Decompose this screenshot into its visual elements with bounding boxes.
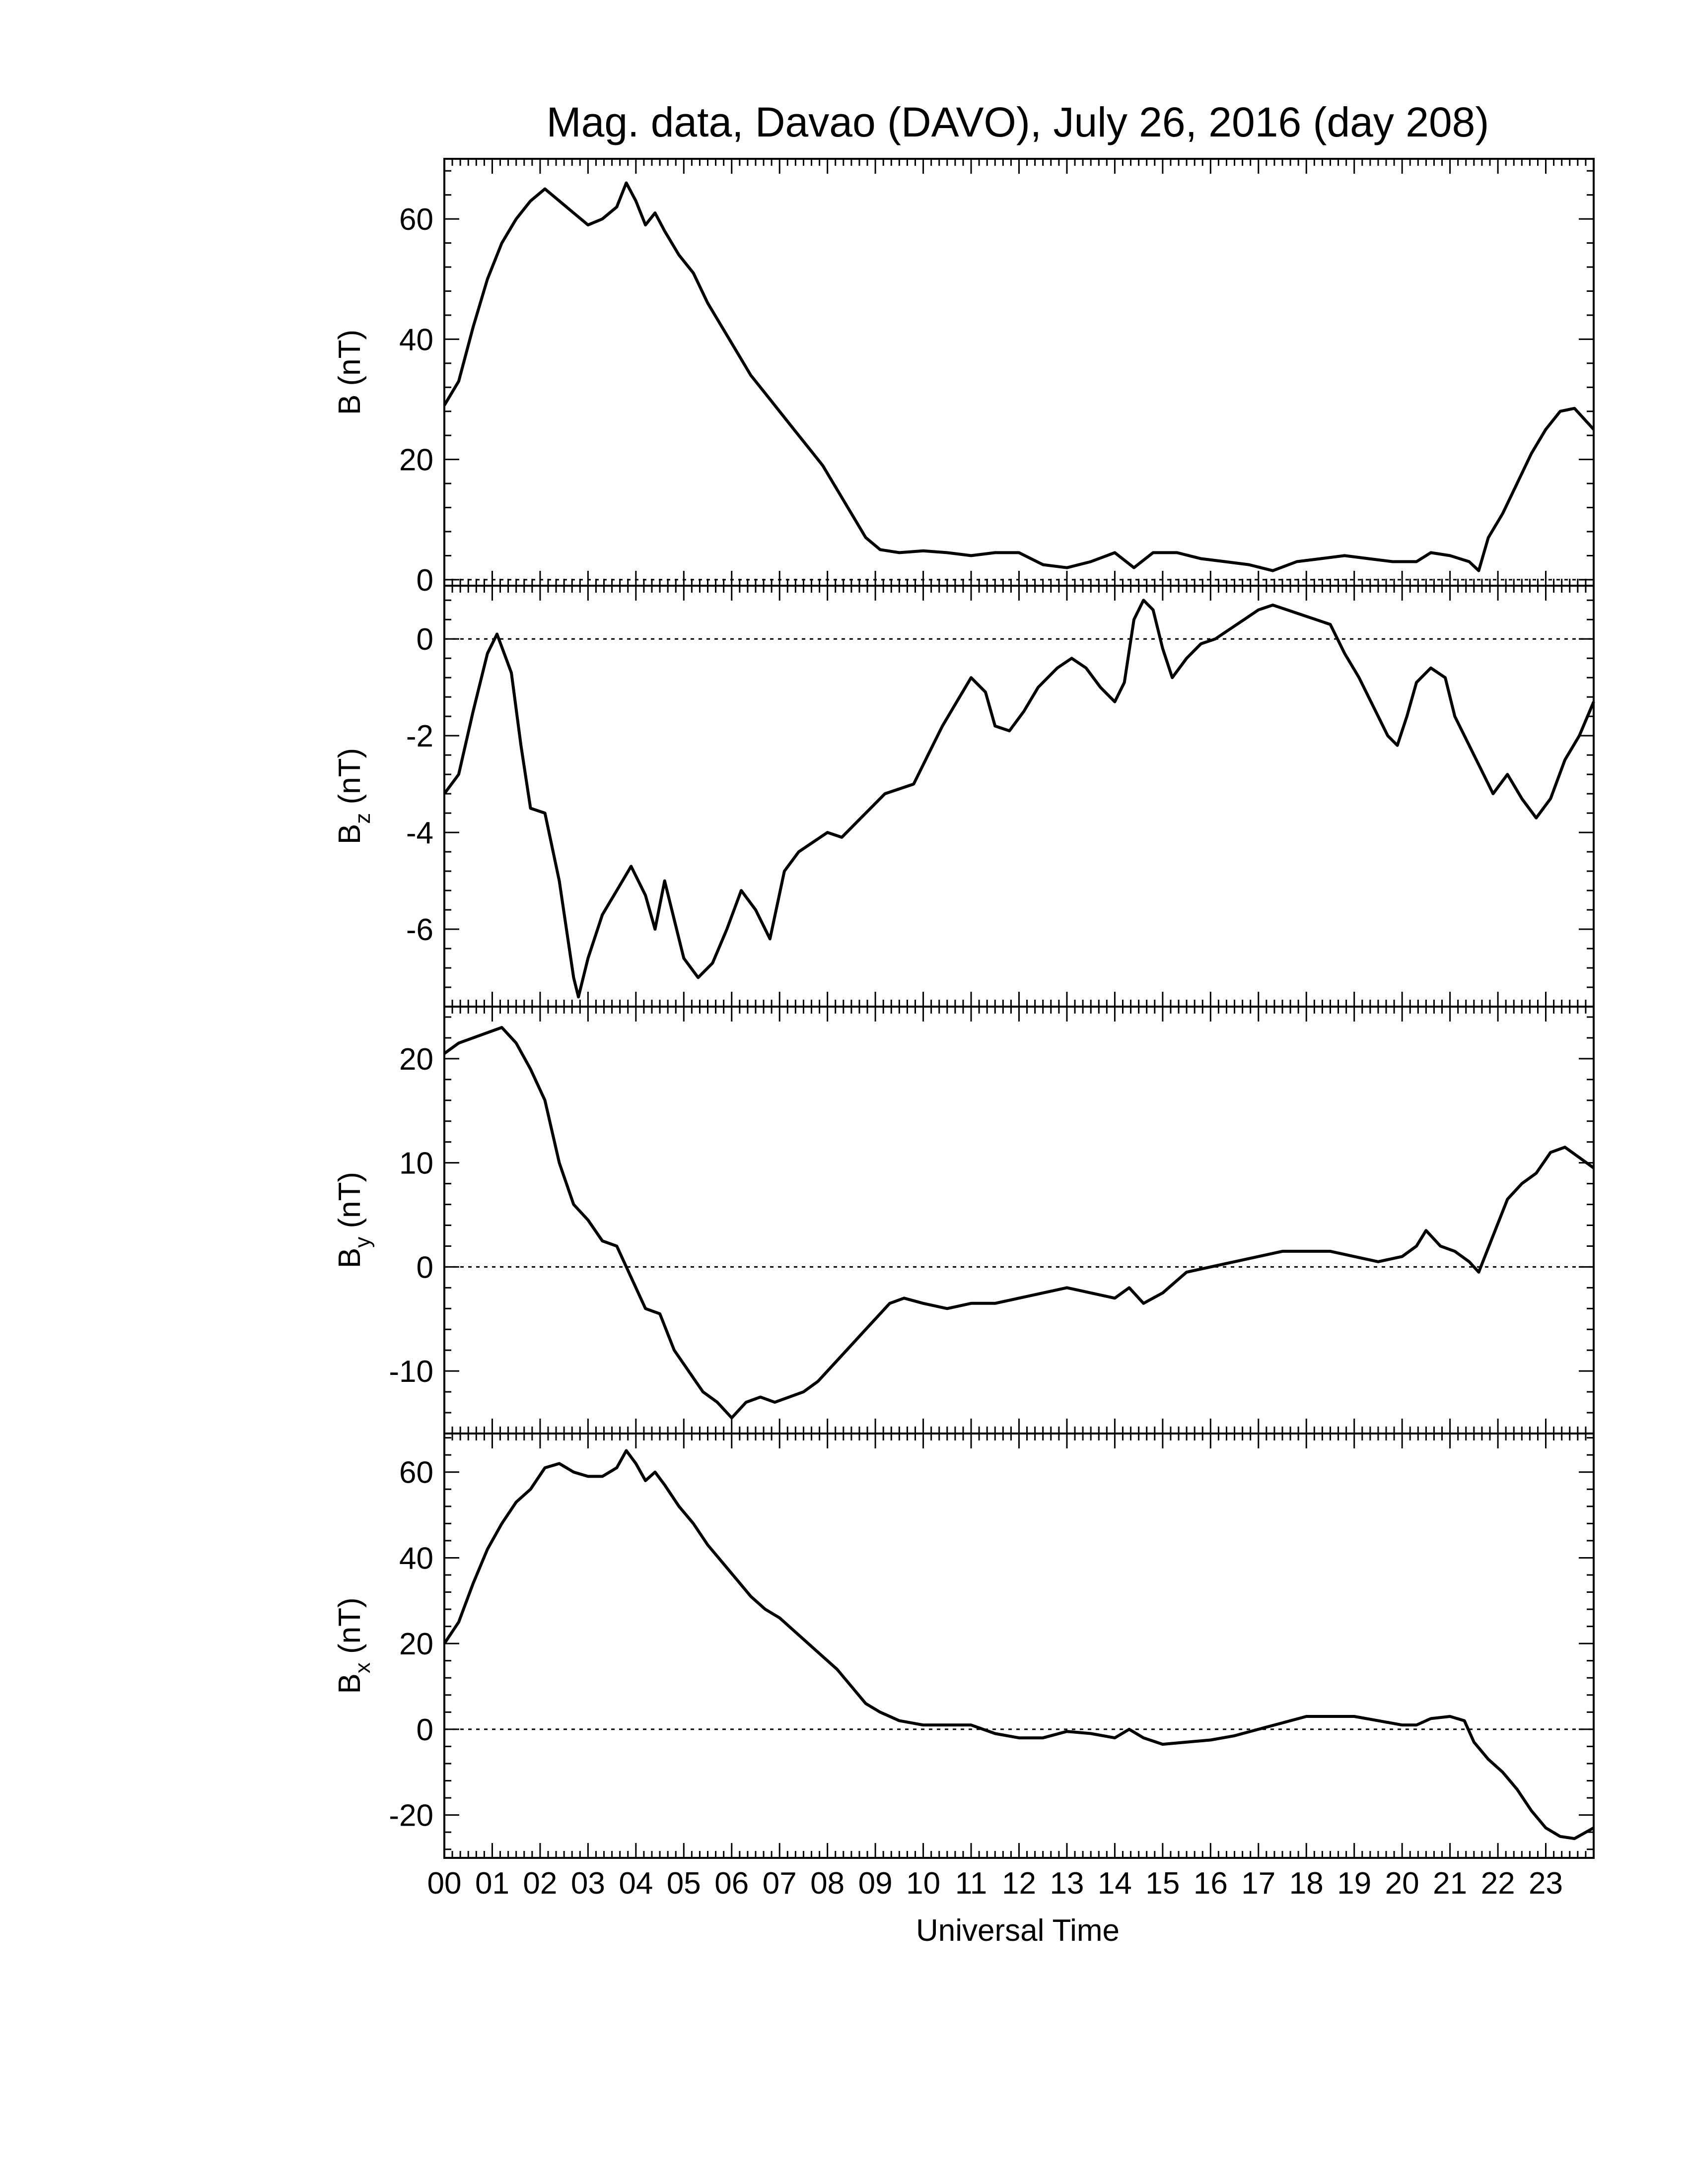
x-tick-label: 18 [1289, 1866, 1324, 1901]
x-tick-label: 20 [1385, 1866, 1419, 1901]
panel-y-ticks-By: -10 0 10 20 [389, 1016, 1594, 1434]
series-line-Bz [443, 599, 1595, 999]
y-tick-label: -20 [389, 1799, 433, 1833]
y-tick-label: 40 [399, 1541, 433, 1575]
y-axis-label-B: B (nT) [333, 330, 367, 415]
y-tick-label: 0 [417, 1713, 433, 1747]
x-tick-label: 11 [955, 1866, 987, 1901]
panel-By: -10 0 10 20 By (nT) [333, 1006, 1595, 1434]
x-tick-label: 00 [427, 1866, 462, 1901]
y-axis-label-By: By (nT) [333, 1172, 375, 1268]
x-tick-label: 03 [571, 1866, 605, 1901]
panel-x-ticks-Bx [443, 1433, 1595, 1858]
y-tick-label: -6 [406, 913, 433, 947]
y-tick-label: 40 [399, 323, 433, 357]
x-tick-label: 01 [475, 1866, 509, 1901]
x-tick-label: 19 [1337, 1866, 1371, 1901]
y-tick-label: 60 [399, 1456, 433, 1490]
y-tick-label: -10 [389, 1355, 433, 1389]
panel-Bx: -20 0 20 40 60 Bx (nT) [333, 1433, 1595, 1859]
x-tick-label: 17 [1241, 1866, 1275, 1901]
series-line-Bx [443, 1449, 1595, 1841]
y-tick-label: 20 [399, 443, 433, 478]
y-tick-label: 0 [417, 563, 433, 598]
y-tick-label: 10 [399, 1147, 433, 1181]
series-line-B [443, 181, 1595, 572]
x-tick-label: 12 [1002, 1866, 1036, 1901]
x-tick-label: 16 [1194, 1866, 1228, 1901]
chart-title: Mag. data, Davao (DAVO), July 26, 2016 (… [547, 99, 1489, 145]
y-tick-label: 20 [399, 1042, 433, 1077]
x-tick-labels: 00 01 02 03 04 05 06 07 08 09 10 11 12 13 14 15 16 17 18 19… [427, 1866, 1563, 1901]
x-tick-label: 06 [714, 1866, 749, 1901]
x-tick-label: 02 [523, 1866, 557, 1901]
x-tick-label: 13 [1050, 1866, 1084, 1901]
y-tick-label: -4 [406, 816, 433, 850]
panel-y-ticks-Bz: -6 -4 -2 0 [406, 599, 1594, 988]
x-tick-label: 08 [810, 1866, 844, 1901]
panel-x-ticks-Bz [443, 586, 1595, 1007]
y-tick-label: -2 [406, 719, 433, 753]
panel-y-ticks-Bx: -20 0 20 40 60 [389, 1437, 1594, 1850]
x-tick-label: 22 [1481, 1866, 1515, 1901]
x-tick-label: 14 [1098, 1866, 1132, 1901]
y-tick-label: 0 [417, 622, 433, 657]
panel-x-ticks-By [443, 1007, 1595, 1433]
panel-B: 0 20 40 60 B (nT) [333, 158, 1595, 598]
y-tick-label: 20 [399, 1627, 433, 1661]
series-line-By [443, 1026, 1595, 1420]
panel-y-ticks-B: 0 20 40 60 [399, 170, 1594, 598]
x-tick-label: 05 [667, 1866, 701, 1901]
x-tick-label: 10 [906, 1866, 940, 1901]
x-axis-label: Universal Time [916, 1913, 1120, 1948]
x-tick-label: 07 [763, 1866, 797, 1901]
y-tick-label: 0 [417, 1250, 433, 1285]
y-tick-label: 60 [399, 203, 433, 237]
x-tick-label: 09 [858, 1866, 893, 1901]
x-tick-label: 23 [1529, 1866, 1563, 1901]
y-axis-label-Bz: Bz (nT) [333, 748, 375, 844]
x-tick-label: 15 [1145, 1866, 1180, 1901]
y-axis-label-Bx: Bx (nT) [333, 1597, 375, 1694]
x-tick-label: 21 [1433, 1866, 1467, 1901]
x-tick-label: 04 [619, 1866, 653, 1901]
